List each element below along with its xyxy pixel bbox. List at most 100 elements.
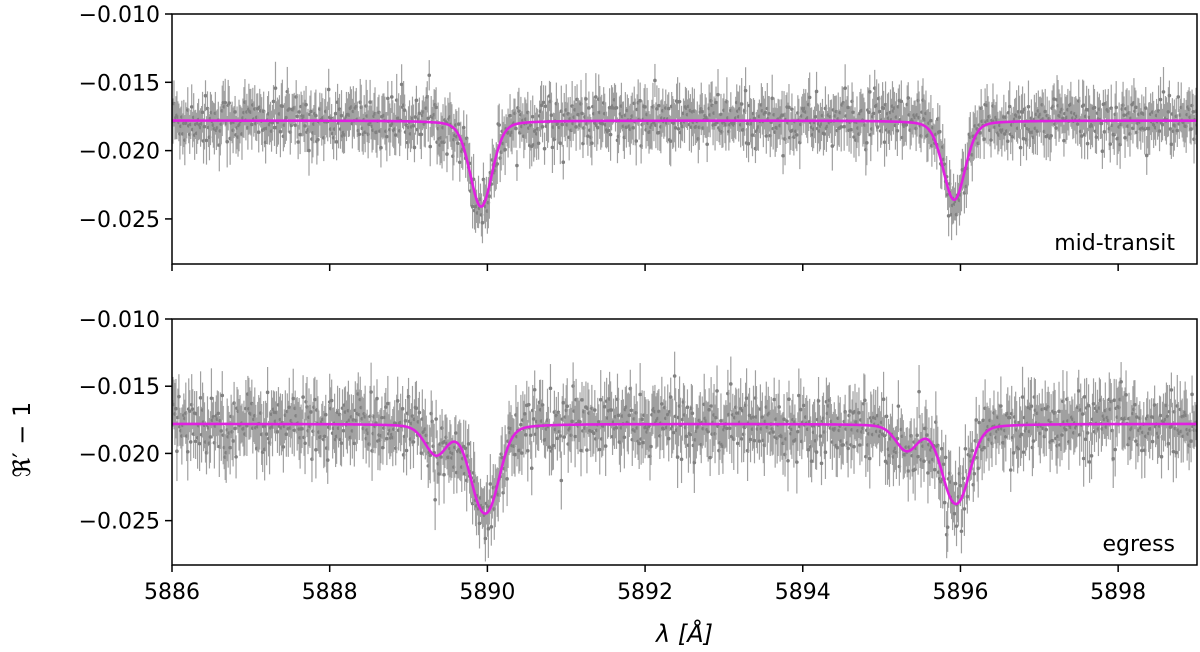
data-point xyxy=(608,132,613,137)
data-point xyxy=(716,92,720,97)
data-point xyxy=(772,397,776,402)
data-point xyxy=(763,110,768,115)
data-point xyxy=(896,404,901,408)
data-point xyxy=(882,140,887,144)
data-point xyxy=(641,440,645,445)
y-tick-label: −0.020 xyxy=(79,140,160,165)
data-point xyxy=(386,96,390,101)
data-point xyxy=(906,469,911,473)
data-point xyxy=(1133,402,1137,407)
data-point xyxy=(977,420,981,425)
data-point xyxy=(941,462,946,467)
data-point xyxy=(743,88,748,93)
data-point xyxy=(602,404,607,409)
data-point xyxy=(637,441,641,446)
data-point xyxy=(375,396,379,401)
data-point xyxy=(1062,138,1066,143)
data-point xyxy=(457,160,462,165)
data-point xyxy=(688,432,693,437)
data-point xyxy=(719,112,723,117)
data-point xyxy=(334,140,339,144)
data-point xyxy=(746,141,751,146)
data-point xyxy=(216,411,221,416)
data-point xyxy=(745,121,750,126)
data-point xyxy=(339,441,344,445)
data-point xyxy=(848,409,852,413)
data-point xyxy=(981,418,985,423)
data-point xyxy=(495,162,500,166)
data-point xyxy=(782,417,786,422)
data-point xyxy=(339,113,344,118)
data-point xyxy=(822,132,827,136)
data-point xyxy=(875,125,880,129)
data-point xyxy=(598,397,603,402)
data-point xyxy=(1112,398,1117,403)
data-point xyxy=(189,105,194,109)
data-point xyxy=(849,127,853,132)
data-point xyxy=(1019,432,1024,437)
data-point xyxy=(970,448,975,453)
data-point xyxy=(529,466,534,470)
data-point xyxy=(1099,121,1104,126)
data-point xyxy=(461,125,466,130)
data-point xyxy=(417,111,422,116)
data-point xyxy=(284,432,289,437)
data-point xyxy=(517,109,521,113)
data-point xyxy=(368,100,372,104)
model-line-layer xyxy=(172,119,1197,208)
data-point xyxy=(301,395,305,399)
data-point xyxy=(580,398,584,402)
data-point xyxy=(1166,441,1171,446)
data-point xyxy=(531,417,536,421)
data-point xyxy=(549,113,554,117)
data-point xyxy=(551,443,556,448)
data-point xyxy=(1087,460,1092,464)
data-point xyxy=(505,477,509,481)
data-point xyxy=(587,106,591,110)
data-point xyxy=(233,110,237,114)
data-point xyxy=(393,133,398,137)
data-point xyxy=(530,114,535,119)
data-point xyxy=(454,431,458,435)
data-point xyxy=(1075,122,1080,126)
data-point xyxy=(1191,110,1195,114)
data-point xyxy=(395,399,400,403)
data-point xyxy=(309,109,313,114)
data-point xyxy=(963,446,968,451)
data-point xyxy=(961,476,966,481)
data-point xyxy=(705,142,709,147)
data-point xyxy=(704,115,708,120)
data-point xyxy=(433,497,437,502)
data-point xyxy=(1043,109,1048,114)
data-point xyxy=(751,415,756,419)
data-point xyxy=(603,444,608,448)
data-point xyxy=(813,115,818,119)
data-point xyxy=(559,478,564,483)
data-point xyxy=(895,436,900,441)
data-point xyxy=(486,527,491,531)
data-point xyxy=(561,400,566,405)
data-point xyxy=(341,428,346,433)
data-point xyxy=(796,429,800,434)
data-point xyxy=(442,472,446,477)
data-point xyxy=(550,145,555,150)
data-point xyxy=(1007,415,1012,420)
x-tick-label: 5892 xyxy=(617,580,673,605)
data-point xyxy=(982,137,986,141)
data-point xyxy=(1108,142,1113,146)
data-point xyxy=(881,106,886,111)
data-point xyxy=(190,407,195,411)
data-point xyxy=(1020,110,1025,114)
data-point xyxy=(1167,93,1172,98)
data-point xyxy=(777,405,781,409)
data-point xyxy=(707,407,711,412)
data-point xyxy=(814,450,819,454)
data-point xyxy=(298,132,302,137)
data-point xyxy=(958,483,963,488)
data-point xyxy=(666,436,671,441)
data-point xyxy=(787,105,791,110)
data-point xyxy=(427,73,432,78)
data-point xyxy=(385,436,389,441)
data-point xyxy=(369,390,373,394)
data-point xyxy=(843,86,847,90)
